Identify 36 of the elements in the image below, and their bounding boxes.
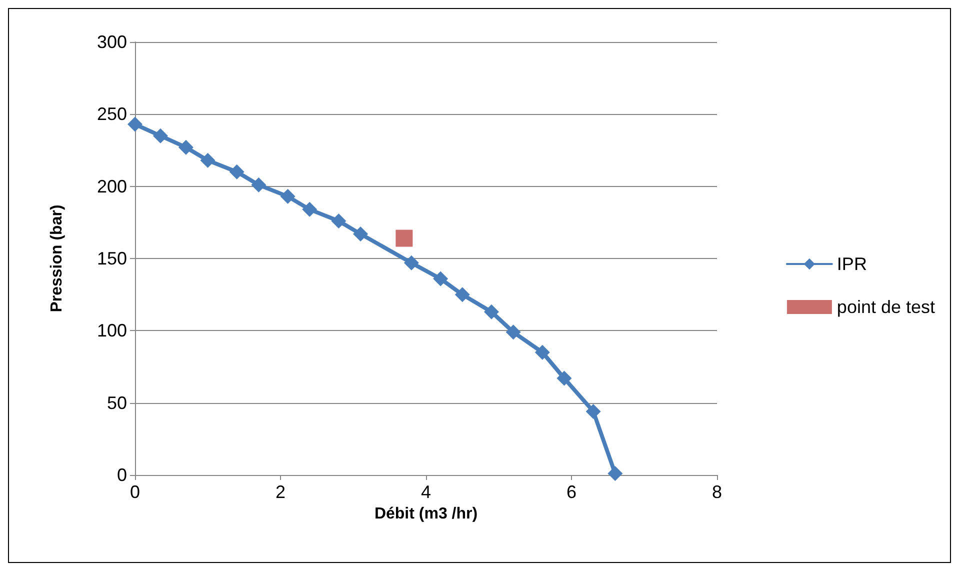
x-tick-label: 4 [420, 482, 432, 502]
point [506, 324, 521, 340]
point [152, 128, 168, 144]
legend-label: IPR [836, 254, 867, 274]
point [404, 255, 419, 270]
point [229, 164, 244, 180]
x-axis-title: Débit (m3 /hr) [374, 505, 478, 522]
point [200, 152, 216, 168]
point [280, 188, 296, 204]
x-tick-label: 8 [712, 482, 722, 502]
point [353, 226, 368, 242]
point [454, 287, 470, 302]
y-tick-label: 150 [96, 248, 127, 268]
y-tick-label: 100 [96, 320, 127, 341]
point [484, 304, 499, 320]
y-tick-label: 0 [116, 465, 127, 485]
point [534, 344, 550, 360]
y-axis-title: Pression (bar) [48, 204, 66, 312]
point [556, 370, 572, 386]
legend-label: point de test [836, 297, 936, 317]
point [433, 271, 448, 286]
point [302, 202, 318, 217]
point [586, 404, 601, 419]
point [608, 466, 623, 482]
x-tick-label: 0 [130, 482, 140, 502]
y-tick-label: 300 [96, 32, 127, 52]
point [396, 230, 413, 247]
y-tick-label: 50 [106, 392, 127, 413]
point [128, 116, 142, 132]
point [251, 177, 266, 192]
x-tick-label: 6 [566, 482, 577, 502]
point [331, 213, 346, 228]
y-tick-label: 250 [96, 104, 127, 124]
y-tick-label: 200 [96, 176, 127, 196]
x-tick-label: 2 [275, 482, 286, 502]
point [178, 140, 194, 155]
